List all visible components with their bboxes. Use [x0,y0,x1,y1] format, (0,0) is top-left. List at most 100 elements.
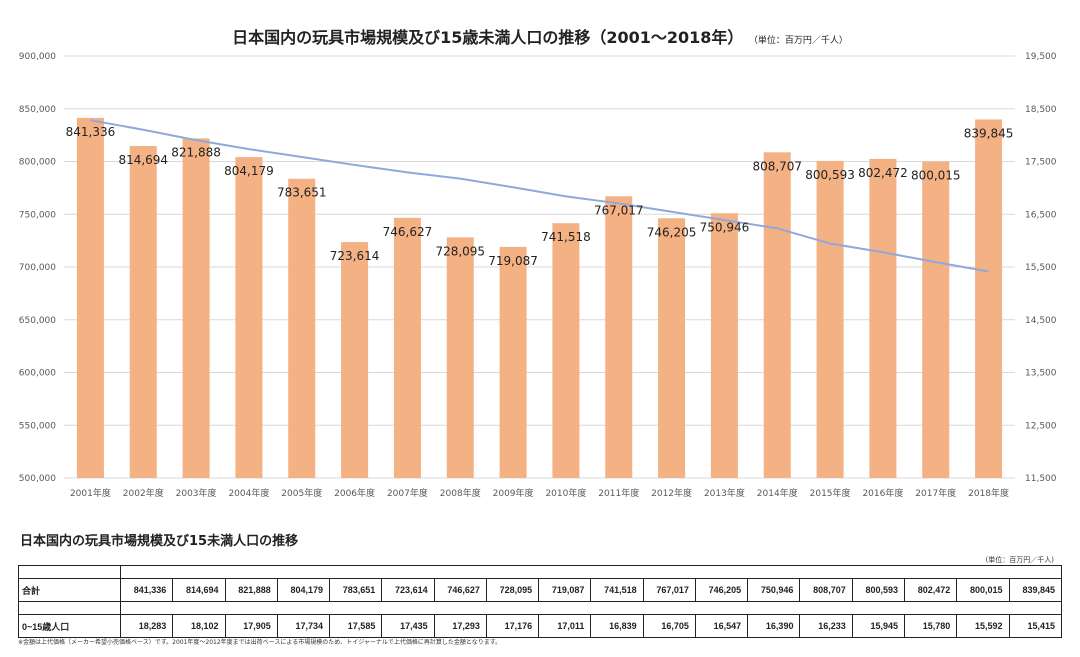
x-tick-label: 2004年度 [228,487,269,499]
table-spacer-row [18,601,1062,615]
table-cell: 839,845 [1008,578,1063,602]
table-cell: 16,390 [747,614,801,638]
table-cell: 814,694 [172,578,226,602]
data-label: 750,946 [700,220,750,234]
table-cell: 17,905 [224,614,278,638]
x-tick-label: 2005年度 [281,487,322,499]
chart-title: 日本国内の玩具市場規模及び15歳未満人口の推移（2001～2018年） （単位：百… [0,24,1080,48]
data-label: 808,707 [752,159,802,173]
table-cell: 728,095 [485,578,540,602]
chart-area: 500,000 550,000 600,000 650,000 700,000 750,0… [19,52,1057,499]
bar [393,217,421,478]
table-cell: 16,547 [694,614,749,638]
table-cell: 15,415 [1008,614,1063,638]
table-cell: 17,734 [276,614,331,638]
y-tick-right: 18,500 [1025,105,1057,115]
table-spacer-row [18,565,1062,579]
x-tick-label: 2003年度 [176,487,217,499]
table-unit: (単位：百万円／千人) [985,556,1054,564]
bar [605,196,633,478]
y-tick-left: 600,000 [19,369,56,379]
table-row-population: 0~15歳人口 18,283 18,102 17,905 17,734 17,585 17… [18,614,1063,638]
data-label: 723,614 [330,249,380,263]
table-cell: 802,472 [903,578,958,602]
table-cell: 800,593 [851,578,905,602]
table-spacer-cell [18,565,121,579]
bar [552,223,580,478]
bar [341,242,369,478]
table-cell: 741,518 [590,578,644,602]
x-tick-label: 2010年度 [545,487,586,499]
data-label: 767,017 [594,203,644,217]
data-label: 746,205 [647,225,697,239]
x-tick-label: 2016年度 [862,487,903,499]
y-tick-left: 650,000 [19,316,56,326]
x-tick-label: 2002年度 [123,487,164,499]
x-tick-label: 2001年度 [70,487,111,499]
x-tick-label: 2009年度 [493,487,534,499]
series-line-population [90,119,989,273]
data-label: 783,651 [277,186,327,200]
table-cell: 16,839 [590,614,644,638]
table-cell: 800,015 [956,578,1010,602]
table-title: 日本国内の玩具市場規模及び15未満人口の推移 [20,534,299,549]
bar [975,119,1003,478]
table-cell: 17,011 [538,614,592,638]
table-spacer-cell [120,565,1062,579]
table-cell: 16,233 [799,614,853,638]
table-cell: 17,293 [433,614,487,638]
data-label: 804,179 [224,164,274,178]
table-cell: 767,017 [642,578,696,602]
bar [816,160,844,478]
table-cell: 808,707 [799,578,853,602]
y-tick-right: 13,500 [1025,369,1057,379]
data-label: 841,336 [66,125,116,139]
y-tick-right: 12,500 [1025,421,1057,431]
y-tick-left: 550,000 [19,421,56,431]
x-tick-label: 2007年度 [387,487,428,499]
data-label: 802,472 [858,166,908,180]
table-row-total: 合計 841,336 814,694 821,888 804,179 783,651 72… [18,578,1063,602]
bar [869,158,897,479]
table-cell: 750,946 [747,578,801,602]
x-tick-label: 2011年度 [598,487,639,499]
table-cell: 17,435 [381,614,435,638]
y-tick-right: 14,500 [1025,316,1057,326]
bar [658,218,686,478]
bar [499,246,527,478]
x-tick-label: 2014年度 [757,487,798,499]
table-cell: 723,614 [381,578,435,602]
table-cell: 804,179 [276,578,331,602]
table-cell: 746,205 [694,578,749,602]
table-spacer-cell [120,601,1062,615]
y-tick-left: 900,000 [19,52,56,62]
data-table: 合計 841,336 814,694 821,888 804,179 783,651 72… [18,565,1063,638]
chart-title-text: 日本国内の玩具市場規模及び15歳未満人口の推移（2001～2018年） [232,28,744,47]
bar [288,178,316,478]
table-row-label: 0~15歳人口 [18,614,121,638]
table-cell: 15,945 [851,614,905,638]
y-tick-right: 19,500 [1025,52,1057,62]
y-tick-right: 15,500 [1025,263,1057,273]
x-tick-label: 2017年度 [915,487,956,499]
data-label: 839,845 [964,126,1014,140]
table-cell: 821,888 [224,578,278,602]
table-cell: 18,102 [172,614,226,638]
data-label: 741,518 [541,230,591,244]
x-tick-label: 2012年度 [651,487,692,499]
table-cell: 16,705 [642,614,696,638]
y-tick-right: 11,500 [1025,474,1057,484]
bar [922,161,950,478]
table-cell: 719,087 [538,578,592,602]
table-row-label: 合計 [18,578,121,602]
table-cell: 746,627 [433,578,487,602]
table-cell: 15,592 [956,614,1010,638]
bar [710,213,738,479]
x-tick-label: 2006年度 [334,487,375,499]
y-tick-left: 700,000 [19,263,56,273]
chart-unit-note: （単位：百万円／千人） [753,36,848,46]
x-tick-label: 2018年度 [968,487,1009,499]
data-label: 728,095 [435,244,485,258]
x-tick-label: 2013年度 [704,487,745,499]
table-cell: 841,336 [119,578,174,602]
